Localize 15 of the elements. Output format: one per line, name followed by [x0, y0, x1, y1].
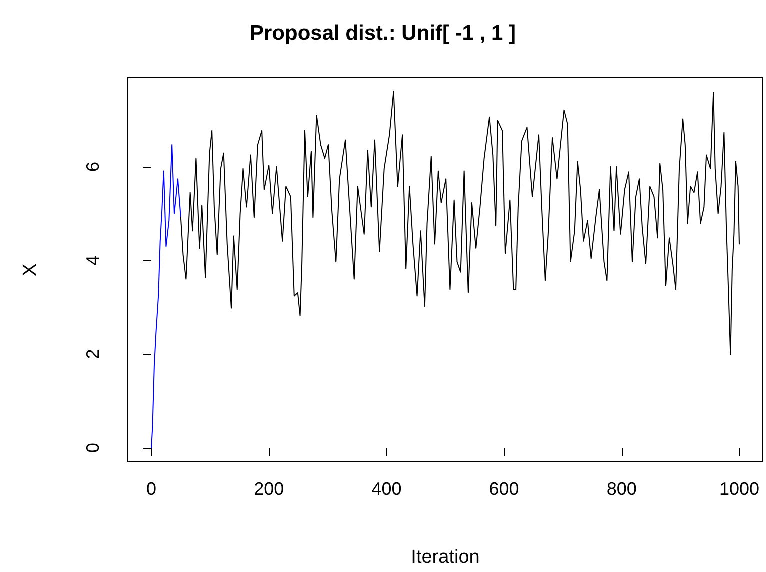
- y-tick-label: 2: [83, 349, 103, 360]
- x-tick-label: 200: [254, 479, 284, 499]
- chart-title: Proposal dist.: Unif[ -1 , 1 ]: [250, 22, 516, 45]
- y-tick-label: 6: [83, 162, 103, 172]
- line-series: [180, 91, 740, 356]
- y-tick-label: 0: [83, 442, 103, 453]
- x-tick-label: 800: [606, 479, 637, 499]
- x-axis-title: Iteration: [411, 547, 480, 568]
- y-axis-title: X: [20, 263, 41, 276]
- x-tick-label: 400: [372, 479, 402, 499]
- x-tick-label: 1000: [719, 479, 760, 499]
- line-series: [151, 144, 182, 448]
- x-tick-label: 0: [146, 479, 157, 499]
- x-tick-label: 600: [489, 479, 520, 499]
- y-tick-label: 4: [83, 256, 103, 266]
